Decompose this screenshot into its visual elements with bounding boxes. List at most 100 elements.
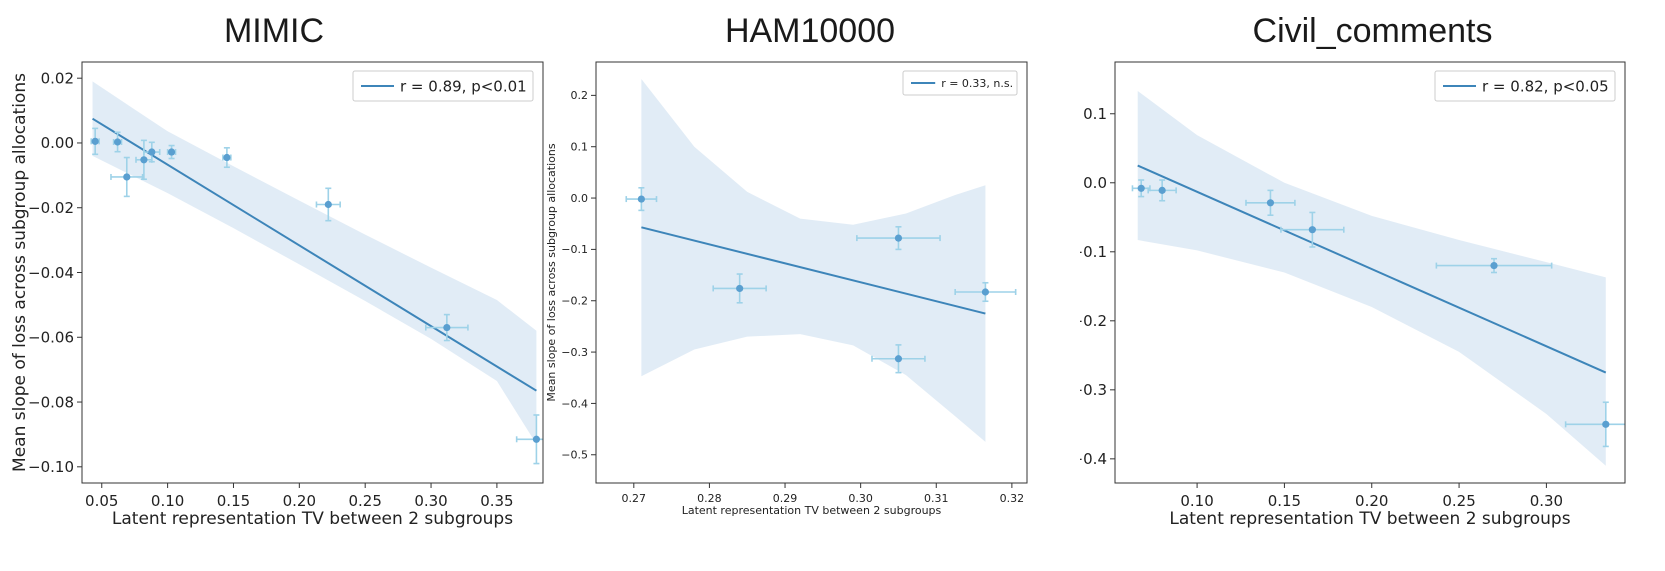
x-axis-label: Latent representation TV between 2 subgr… xyxy=(682,504,942,517)
x-tick-label: 0.10 xyxy=(151,492,184,510)
y-tick-label: −0.3 xyxy=(561,346,588,359)
data-point xyxy=(954,281,1017,303)
chart-panel-ham10000: HAM10000 0.27 0.28 0.29 0.30 0.31 0.32 0.2 0.1 0… xyxy=(540,0,1080,571)
legend: r = 0.33, n.s. xyxy=(902,70,1018,96)
y-tick-label: −0.2 xyxy=(1080,312,1107,330)
confidence-band xyxy=(92,81,537,445)
data-point xyxy=(1564,401,1625,448)
x-tick-label: 0.31 xyxy=(924,492,949,505)
axes-frame xyxy=(1114,61,1626,484)
regression-line xyxy=(92,117,537,392)
data-point xyxy=(222,147,232,169)
legend-label: r = 0.89, p<0.01 xyxy=(400,77,527,95)
x-tick-label: 0.35 xyxy=(480,492,513,510)
point-marker xyxy=(148,148,156,156)
point-marker xyxy=(894,355,903,363)
plot-area xyxy=(625,78,1017,442)
chart-panel-mimic: MIMIC 0.05 0.10 0.15 0.20 0.25 0.30 0.35 0.02 0.… xyxy=(0,0,548,571)
data-point xyxy=(625,186,658,212)
y-tick-label: 0.0 xyxy=(571,192,589,205)
point-marker xyxy=(1137,184,1145,192)
point-marker xyxy=(324,200,332,209)
chart-panel-civil-comments: Civil_comments 0.10 0.15 0.20 0.25 0.30 0.1 0.… xyxy=(1080,0,1665,571)
y-tick-label: −0.3 xyxy=(1080,381,1107,399)
data-point xyxy=(1435,257,1553,274)
y-tick-label: −0.4 xyxy=(1080,450,1107,468)
y-tick-label: 0.1 xyxy=(1083,105,1107,123)
x-tick-label: 0.25 xyxy=(348,492,381,510)
data-point xyxy=(1280,211,1345,248)
point-marker xyxy=(1158,186,1166,194)
point-marker xyxy=(91,137,99,145)
point-marker xyxy=(223,153,231,162)
data-point xyxy=(1147,179,1177,202)
point-marker xyxy=(1490,261,1498,270)
y-tick-label: 0.02 xyxy=(41,69,74,87)
y-axis-label: Mean slope of loss across subgroup alloc… xyxy=(545,143,558,401)
x-tick-label: 0.15 xyxy=(1268,492,1301,510)
y-tick-label: −0.04 xyxy=(28,264,74,282)
x-tick-label: 0.10 xyxy=(1180,492,1213,510)
point-marker xyxy=(532,435,541,443)
point-marker xyxy=(123,173,131,181)
data-point xyxy=(712,273,767,304)
data-point xyxy=(871,344,926,374)
y-tick-label: 0.2 xyxy=(571,89,589,102)
legend: r = 0.89, p<0.01 xyxy=(352,70,534,102)
y-tick-label: −0.08 xyxy=(28,393,74,411)
point-marker xyxy=(894,234,903,242)
x-tick-label: 0.30 xyxy=(414,492,447,510)
y-tick-label: −0.1 xyxy=(1080,243,1107,261)
plot-area xyxy=(90,81,543,465)
legend-box xyxy=(902,70,1018,96)
data-point xyxy=(90,127,100,156)
data-point xyxy=(1131,179,1151,198)
chart-svg: 0.10 0.15 0.20 0.25 0.30 0.1 0.0 −0.1 −0.2 −0.3 −0… xyxy=(1080,61,1626,529)
point-marker xyxy=(981,288,990,296)
x-axis-label: Latent representation TV between 2 subgr… xyxy=(112,509,513,529)
chart-svg: 0.05 0.10 0.15 0.20 0.25 0.30 0.35 0.02 0.00 −0.0… xyxy=(10,61,544,529)
data-point xyxy=(424,313,469,342)
x-tick-label: 0.15 xyxy=(217,492,250,510)
point-marker xyxy=(140,156,148,164)
y-tick-label: −0.2 xyxy=(561,295,588,308)
x-axis-label: Latent representation TV between 2 subgr… xyxy=(1169,509,1570,529)
legend-box xyxy=(1434,70,1616,102)
data-point xyxy=(1245,189,1296,217)
x-tick-label: 0.27 xyxy=(622,492,647,505)
y-tick-label: −0.5 xyxy=(561,449,588,462)
data-point xyxy=(856,226,941,251)
plot-area xyxy=(1131,90,1625,466)
data-point xyxy=(315,187,341,222)
legend-label: r = 0.33, n.s. xyxy=(941,77,1013,90)
data-point xyxy=(112,131,123,153)
y-tick-label: −0.02 xyxy=(28,199,74,217)
y-axis-label: Mean slope of loss across subgroup alloc… xyxy=(10,73,30,472)
x-tick-label: 0.30 xyxy=(848,492,873,505)
y-tick-label: −0.10 xyxy=(28,458,74,476)
x-tick-label: 0.29 xyxy=(773,492,798,505)
point-marker xyxy=(1308,226,1316,234)
legend: r = 0.82, p<0.05 xyxy=(1434,70,1616,102)
x-tick-label: 0.28 xyxy=(697,492,722,505)
y-tick-label: 0.1 xyxy=(571,141,589,154)
chart-title: HAM10000 xyxy=(724,12,896,50)
point-marker xyxy=(113,138,122,146)
point-marker xyxy=(1266,199,1275,207)
chart-svg: 0.27 0.28 0.29 0.30 0.31 0.32 0.2 0.1 0.0 −0.1 −0.… xyxy=(545,61,1028,517)
data-point xyxy=(143,141,161,163)
point-marker xyxy=(637,195,645,203)
y-tick-label: 0.0 xyxy=(1083,174,1107,192)
regression-line xyxy=(1137,164,1607,374)
y-tick-label: −0.06 xyxy=(28,329,74,347)
point-marker xyxy=(167,148,176,156)
x-tick-label: 0.32 xyxy=(1000,492,1025,505)
data-point xyxy=(110,156,144,198)
regression-line xyxy=(641,226,986,315)
x-tick-label: 0.20 xyxy=(1355,492,1388,510)
legend-box xyxy=(352,70,534,102)
chart-title: Civil_comments xyxy=(1252,12,1493,50)
confidence-band xyxy=(1137,90,1606,466)
x-tick-label: 0.30 xyxy=(1530,492,1563,510)
point-marker xyxy=(1602,420,1610,428)
